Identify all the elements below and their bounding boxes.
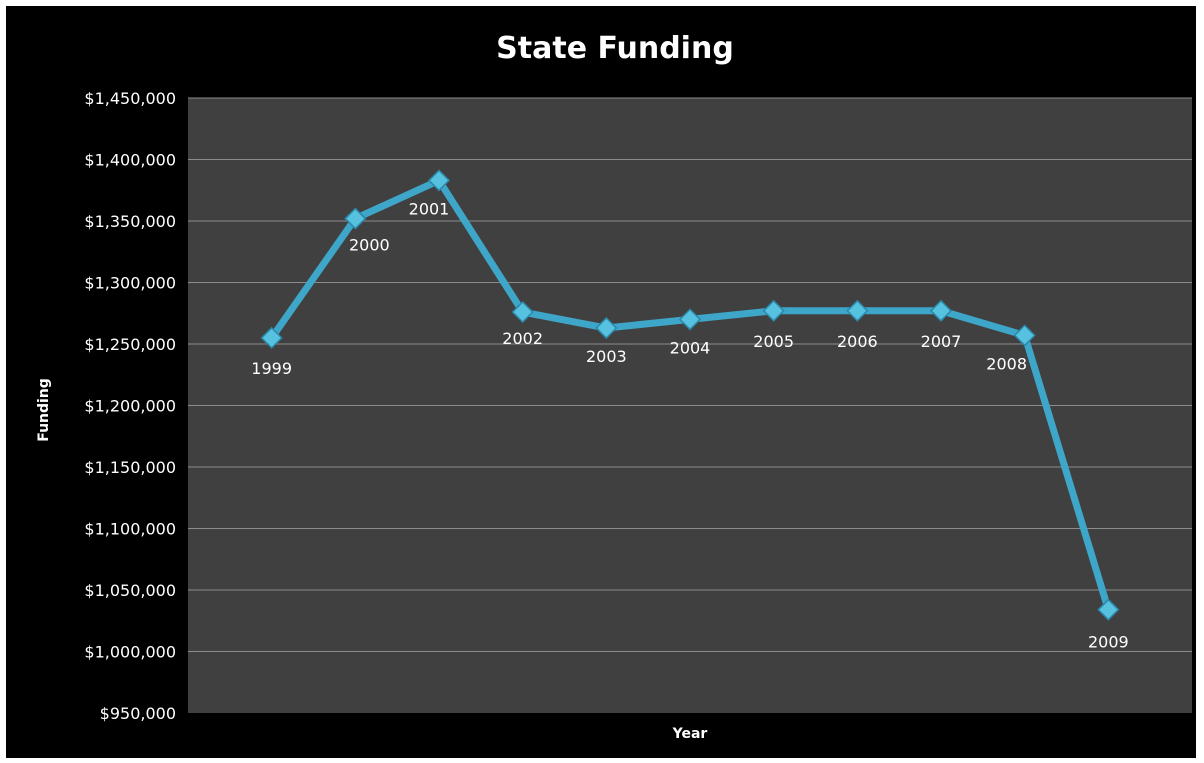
data-point-marker bbox=[678, 308, 702, 331]
y-tick-label: $1,050,000 bbox=[84, 581, 176, 600]
data-point-label: 2004 bbox=[670, 338, 711, 357]
data-point-label: 1999 bbox=[251, 359, 292, 378]
data-point-marker bbox=[846, 299, 869, 322]
y-tick-label: $1,150,000 bbox=[84, 458, 176, 477]
y-tick-label: $950,000 bbox=[100, 704, 176, 723]
data-point-label: 2008 bbox=[986, 354, 1027, 373]
data-point-marker bbox=[511, 300, 534, 324]
point-label-layer: 1999 2000 2001 2002 2003 2004 2005 2006 2007 2008… bbox=[251, 199, 1128, 651]
y-axis-title: Funding bbox=[36, 378, 52, 442]
y-tick-label: $1,250,000 bbox=[84, 335, 176, 354]
marker-layer bbox=[260, 169, 1120, 621]
data-point-label: 2006 bbox=[837, 332, 878, 351]
chart-title: State Funding bbox=[496, 31, 734, 66]
y-tick-label: $1,100,000 bbox=[84, 520, 176, 539]
data-point-label: 2001 bbox=[409, 199, 450, 218]
x-axis-title: Year bbox=[672, 726, 708, 742]
data-point-marker bbox=[1013, 324, 1036, 347]
data-point-marker bbox=[260, 326, 283, 349]
data-point-marker bbox=[595, 316, 618, 340]
y-tick-label: $1,000,000 bbox=[84, 643, 176, 662]
y-axis-ticks: $950,000 $1,000,000 $1,050,000 $1,100,000 $1… bbox=[84, 89, 176, 723]
data-point-label: 2007 bbox=[921, 332, 962, 351]
data-point-label: 2002 bbox=[502, 329, 543, 348]
data-point-marker bbox=[929, 299, 953, 322]
y-tick-label: $1,450,000 bbox=[84, 89, 176, 108]
chart-container: State Funding $950,000 $1,000,000 $1,050,0… bbox=[6, 6, 1196, 758]
y-tick-label: $1,300,000 bbox=[84, 274, 176, 293]
chart-svg: State Funding $950,000 $1,000,000 $1,050,0… bbox=[36, 31, 1192, 742]
data-point-marker bbox=[427, 169, 451, 192]
data-point-label: 2000 bbox=[349, 236, 390, 255]
data-point-label: 2003 bbox=[586, 347, 627, 366]
y-tick-label: $1,400,000 bbox=[84, 151, 176, 170]
y-tick-label: $1,350,000 bbox=[84, 212, 176, 231]
y-tick-label: $1,200,000 bbox=[84, 397, 176, 416]
data-point-marker bbox=[344, 207, 367, 230]
data-point-marker bbox=[762, 299, 785, 322]
data-point-label: 2009 bbox=[1088, 633, 1129, 652]
data-point-label: 2005 bbox=[753, 332, 794, 351]
data-point-marker bbox=[1097, 598, 1120, 621]
